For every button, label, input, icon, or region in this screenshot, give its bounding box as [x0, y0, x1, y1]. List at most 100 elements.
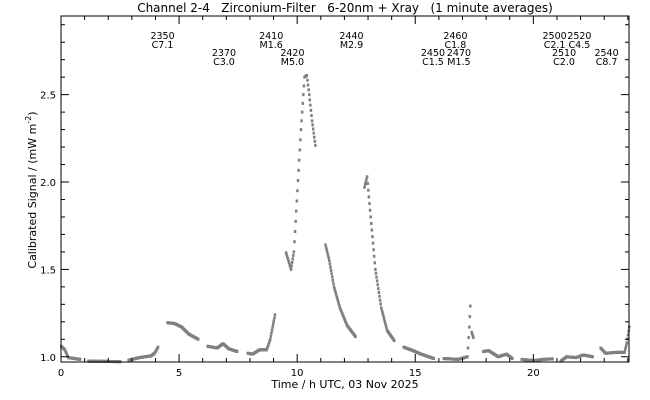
data-point [311, 123, 314, 127]
data-point [468, 325, 471, 329]
data-point [293, 230, 297, 234]
data-point [310, 114, 313, 118]
data-point [332, 285, 336, 289]
data-point [624, 346, 627, 350]
data-point [367, 188, 370, 192]
flare-id: 2370 [212, 48, 236, 59]
data-point [380, 306, 383, 310]
flare-id: 2510 [552, 48, 576, 59]
data-point [289, 267, 293, 271]
data-point [393, 339, 396, 343]
data-point [385, 326, 388, 330]
data-point [302, 84, 306, 88]
data-point [384, 322, 387, 326]
data-point [591, 355, 594, 359]
data-point [472, 336, 475, 340]
data-point [270, 328, 274, 332]
data-point [373, 261, 377, 265]
tick-labels: 0 5 10 15 20 1.0 1.5 2.0 2.5 [40, 91, 540, 379]
data-point [301, 101, 304, 105]
data-point [311, 127, 315, 131]
data-point [382, 317, 386, 321]
flare-id: 2350 [150, 31, 174, 42]
flare-class: C2.1 [544, 40, 566, 51]
data-point [310, 119, 314, 123]
data-point [290, 260, 294, 264]
data-point [293, 240, 296, 244]
data-point [305, 73, 309, 77]
data-point [469, 304, 472, 308]
data-point [288, 263, 291, 267]
data-point [300, 119, 303, 123]
data-point [363, 183, 367, 187]
data-point [332, 282, 335, 286]
data-point [365, 177, 368, 181]
data-point [269, 337, 272, 341]
data-point [299, 138, 302, 142]
flare-id: 2470 [447, 48, 471, 59]
data-point [376, 283, 379, 287]
data-point [375, 275, 378, 279]
data-point [326, 251, 329, 255]
data-point [625, 341, 629, 345]
data-point [297, 158, 301, 162]
data-point [366, 181, 369, 185]
data-point [511, 357, 514, 361]
data-point [327, 256, 330, 260]
data-point [379, 302, 382, 306]
data-point [328, 259, 331, 263]
y-tick-label: 1.5 [40, 265, 56, 276]
data-point [370, 228, 374, 232]
data-point [269, 334, 273, 338]
data-point [325, 248, 329, 252]
flare-class: C1.5 [422, 57, 444, 68]
y-tick-label: 2.0 [40, 178, 56, 189]
flare-id: 2520 [567, 31, 591, 42]
data-point [377, 290, 381, 294]
data-point [365, 175, 369, 179]
x-axis-label: Time / h UTC, 03 Nov 2025 [270, 378, 418, 391]
data-point [374, 271, 378, 275]
x-tick-label: 10 [291, 368, 304, 379]
data-point [286, 255, 289, 259]
data-point [287, 261, 291, 265]
data-point [308, 98, 312, 102]
data-point [468, 315, 472, 319]
data-point [333, 289, 337, 293]
data-point [292, 250, 296, 254]
data-point [623, 350, 626, 354]
data-point [267, 343, 270, 347]
y-axis-label: Calibrated Signal / (mW m-2) [24, 111, 39, 268]
data-point [273, 313, 277, 317]
data-point [307, 88, 310, 92]
data-point [265, 348, 268, 352]
data-point [324, 246, 328, 250]
data-point [156, 345, 160, 349]
data-point [299, 128, 303, 132]
data-point [329, 268, 333, 272]
data-point [626, 333, 630, 337]
data-point [377, 287, 380, 291]
data-point [369, 222, 373, 226]
flare-id: 2450 [421, 48, 445, 59]
flare-class: C1.8 [445, 40, 467, 51]
data-point [336, 297, 339, 301]
flare-class: M5.0 [281, 57, 304, 68]
data-point [368, 202, 371, 206]
data-point [369, 215, 372, 219]
data-point [471, 334, 475, 338]
flare-class: C2.0 [553, 57, 575, 68]
data-point [329, 265, 332, 269]
data-point [309, 108, 313, 112]
data-point [302, 93, 305, 97]
data-points [60, 73, 631, 364]
data-point [466, 346, 470, 350]
data-point [287, 259, 290, 263]
data-point [334, 291, 338, 295]
data-point [235, 350, 239, 354]
